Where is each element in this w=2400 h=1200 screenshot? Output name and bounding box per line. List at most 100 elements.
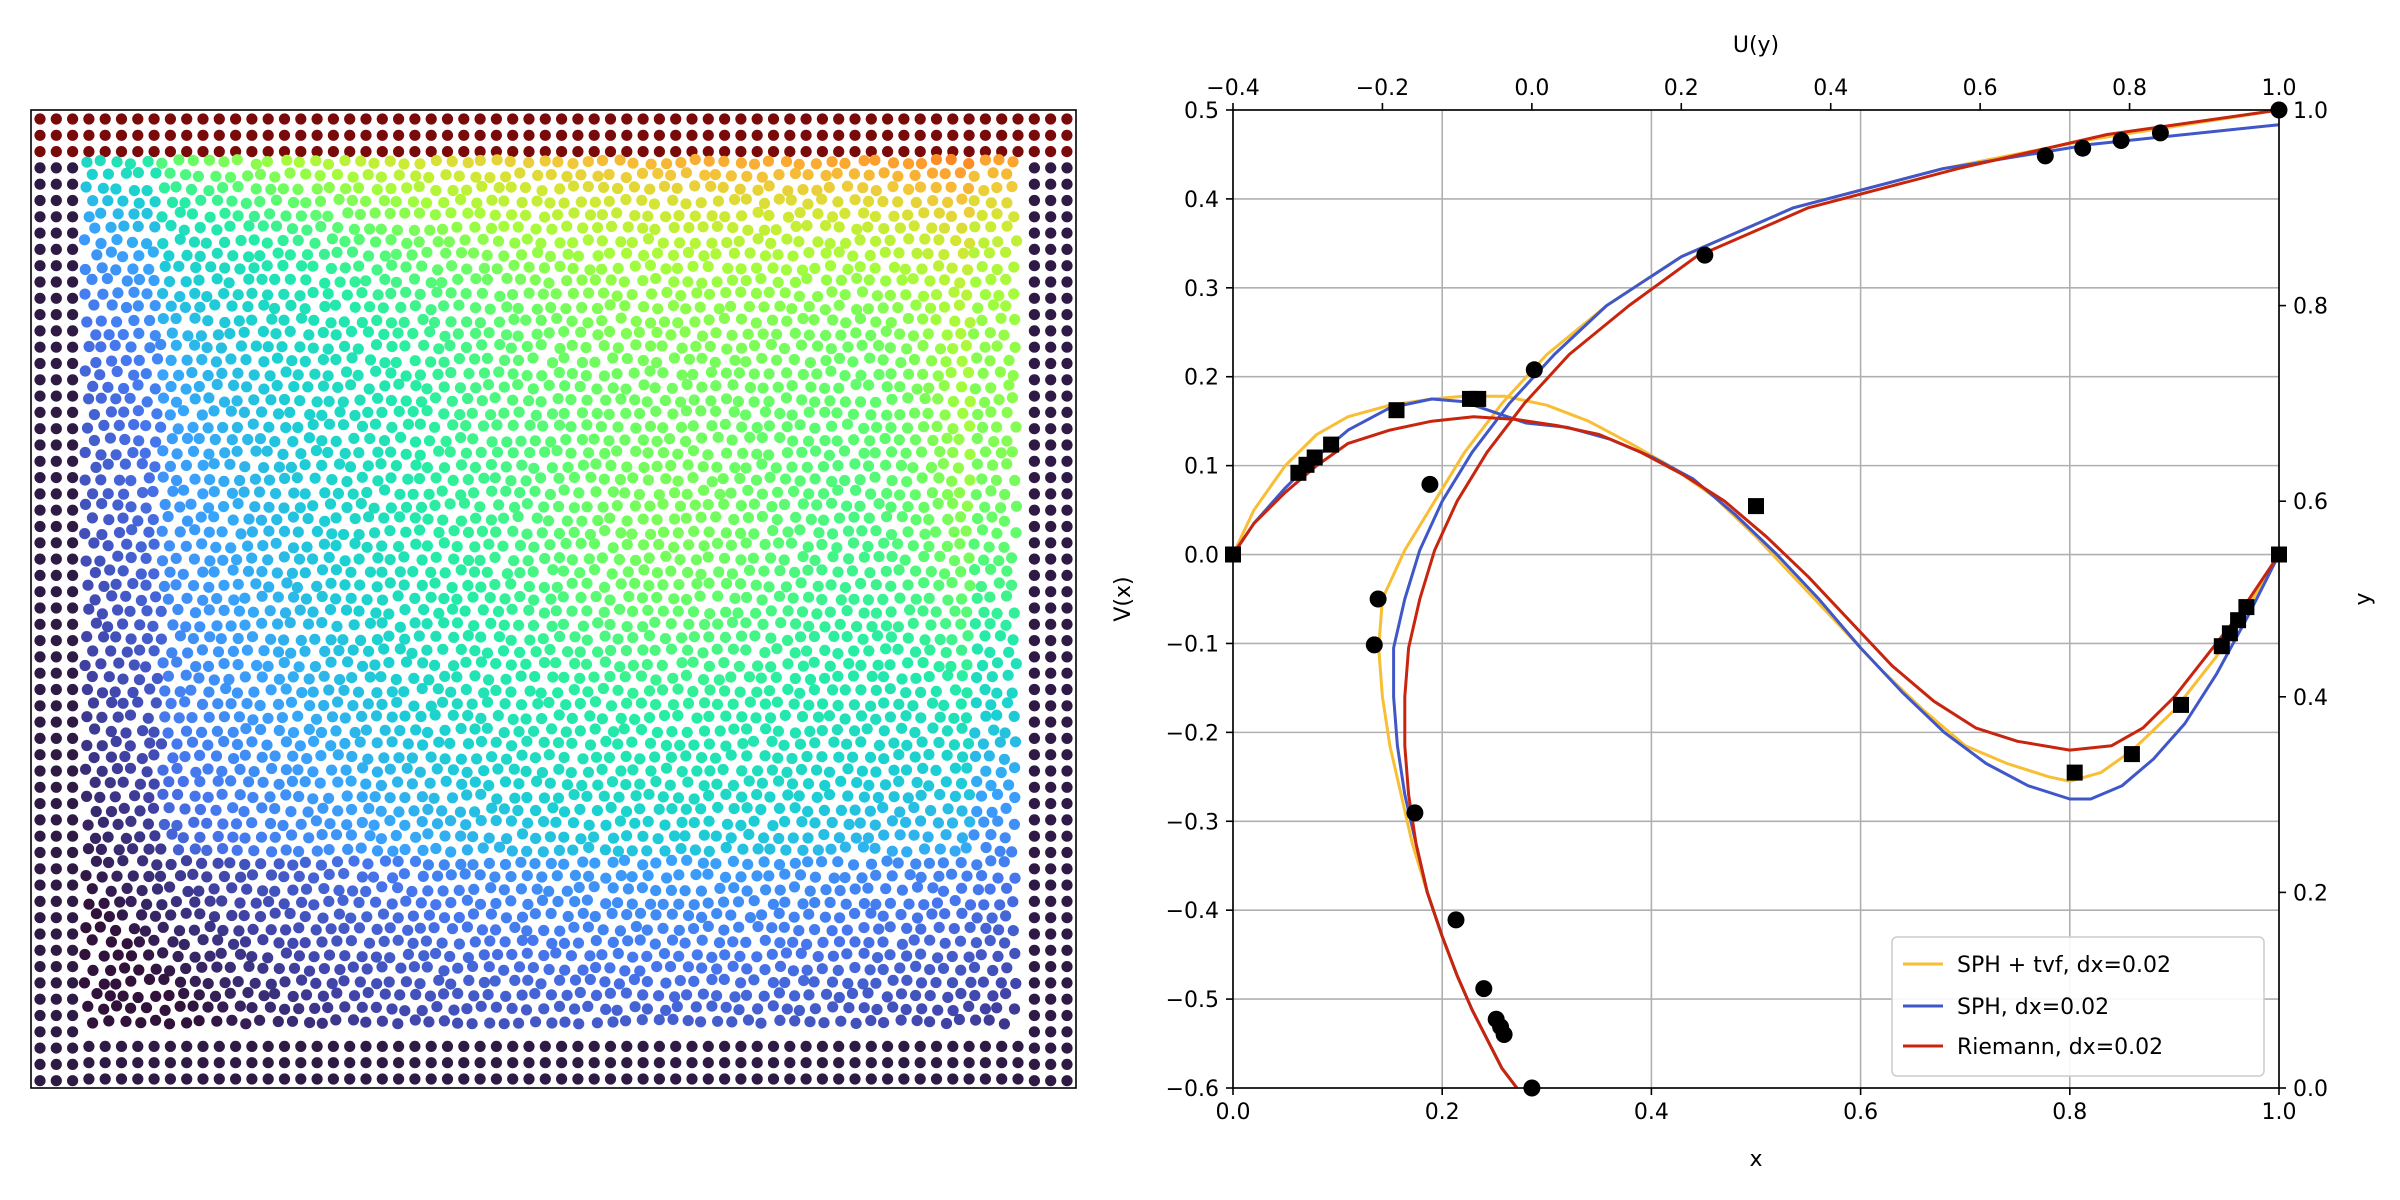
fluid-particle — [132, 696, 144, 708]
fluid-particle — [537, 420, 549, 432]
fluid-particle — [857, 978, 869, 990]
fluid-particle — [421, 644, 433, 656]
fluid-particle — [117, 195, 129, 207]
fluid-particle — [390, 196, 402, 208]
fluid-particle — [885, 580, 897, 592]
fluid-particle — [194, 908, 206, 920]
fluid-particle — [841, 738, 853, 750]
fluid-particle — [674, 237, 686, 249]
fluid-particle — [418, 604, 430, 616]
wall-particle — [1061, 928, 1073, 940]
fluid-particle — [219, 262, 231, 274]
fluid-particle — [124, 605, 136, 617]
fluid-particle — [771, 696, 784, 708]
fluid-particle — [469, 221, 481, 233]
fluid-particle — [1009, 762, 1021, 774]
wall-particle — [1045, 977, 1057, 989]
fluid-particle — [538, 657, 551, 669]
fluid-particle — [644, 898, 657, 910]
fluid-particle — [824, 238, 836, 250]
lid-particle — [539, 146, 551, 158]
fluid-particle — [530, 1016, 542, 1028]
fluid-particle — [961, 289, 973, 301]
fluid-particle — [999, 727, 1011, 739]
fluid-particle — [256, 617, 268, 629]
fluid-particle — [933, 921, 945, 934]
fluid-particle — [554, 974, 566, 986]
fluid-particle — [86, 670, 98, 683]
fluid-particle — [232, 289, 244, 301]
fluid-particle — [923, 780, 935, 792]
fluid-particle — [271, 379, 283, 392]
fluid-particle — [894, 829, 906, 841]
wall-particle — [67, 488, 79, 500]
lid-particle — [670, 113, 682, 125]
fluid-particle — [954, 935, 967, 947]
lid-particle — [246, 129, 258, 141]
fluid-particle — [607, 352, 619, 364]
lid-particle — [115, 129, 128, 141]
wall-particle — [1028, 1042, 1040, 1054]
fluid-particle — [1010, 500, 1023, 512]
fluid-particle — [416, 579, 428, 592]
fluid-particle — [538, 581, 550, 594]
fluid-particle — [423, 909, 435, 921]
fluid-particle — [567, 180, 580, 192]
fluid-particle — [87, 380, 99, 392]
fluid-particle — [299, 776, 311, 788]
wall-particle — [523, 1040, 535, 1052]
fluid-particle — [743, 775, 755, 787]
fluid-particle — [164, 965, 176, 977]
fluid-particle — [925, 461, 938, 474]
fluid-particle — [384, 922, 396, 934]
fluid-particle — [704, 608, 716, 620]
fluid-particle — [932, 393, 944, 405]
fluid-particle — [174, 976, 187, 988]
fluid-particle — [429, 499, 441, 511]
fluid-particle — [339, 235, 351, 248]
fluid-particle — [109, 791, 121, 803]
wall-particle — [50, 553, 62, 565]
fluid-particle — [630, 790, 642, 802]
fluid-particle — [813, 527, 825, 539]
fluid-particle — [886, 870, 898, 882]
fluid-particle — [150, 990, 162, 1003]
fluid-particle — [337, 419, 350, 431]
fluid-particle — [498, 195, 510, 207]
fluid-particle — [774, 1014, 786, 1026]
wall-particle — [425, 1073, 437, 1085]
wall-particle — [1061, 455, 1073, 467]
fluid-particle — [627, 687, 639, 699]
fluid-particle — [331, 246, 343, 258]
fluid-particle — [553, 366, 565, 379]
fluid-particle — [736, 210, 748, 222]
fluid-particle — [157, 657, 169, 669]
fluid-particle — [278, 525, 291, 538]
fluid-particle — [384, 577, 396, 589]
fluid-particle — [494, 339, 506, 351]
fluid-particle — [307, 606, 319, 618]
fluid-particle — [125, 975, 137, 987]
fluid-particle — [469, 806, 481, 818]
fluid-particle — [946, 475, 958, 487]
fluid-particle — [521, 233, 533, 245]
fluid-particle — [377, 302, 389, 314]
fluid-particle — [340, 183, 352, 195]
fluid-particle — [356, 420, 369, 432]
fluid-particle — [956, 193, 968, 205]
fluid-particle — [211, 224, 223, 236]
lid-particle — [1028, 113, 1040, 125]
fluid-particle — [257, 540, 269, 552]
fluid-particle — [873, 498, 885, 510]
wall-particle — [34, 1075, 46, 1087]
fluid-particle — [250, 340, 262, 352]
fluid-particle — [468, 990, 480, 1002]
fluid-particle — [645, 158, 657, 170]
fluid-particle — [499, 936, 511, 948]
fluid-particle — [887, 1001, 899, 1013]
fluid-particle — [433, 607, 445, 620]
fluid-particle — [149, 196, 161, 208]
fluid-particle — [521, 925, 533, 937]
fluid-particle — [619, 300, 631, 312]
fluid-particle — [218, 288, 230, 300]
